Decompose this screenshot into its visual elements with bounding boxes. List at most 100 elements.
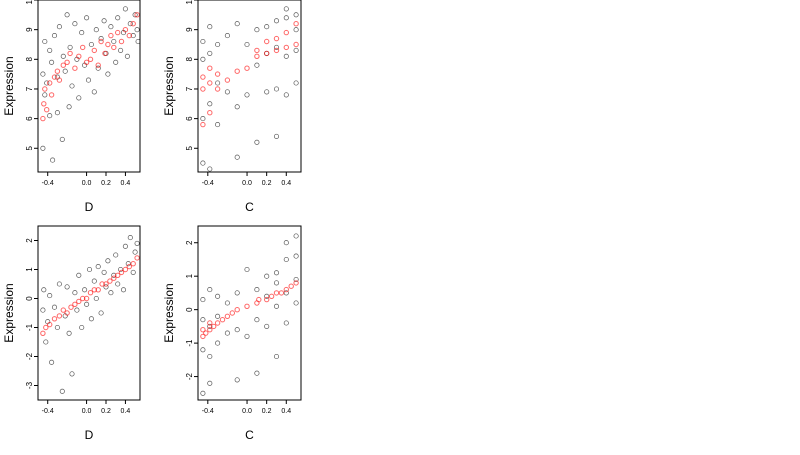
data-point [264, 293, 270, 299]
data-point [47, 113, 53, 119]
data-point [47, 47, 53, 53]
data-point [105, 71, 111, 77]
data-point [83, 59, 90, 65]
y-tick-label: 5 [25, 146, 34, 151]
data-point [214, 86, 221, 92]
data-point [273, 44, 280, 50]
data-point [95, 65, 101, 71]
plot-frame [37, 0, 141, 173]
y-axis-label: Expression [162, 283, 176, 342]
data-point [207, 287, 213, 293]
y-tick-label: 6 [185, 116, 194, 121]
data-point [113, 252, 119, 258]
data-point [200, 116, 206, 122]
data-point [111, 38, 117, 45]
y-tick-label: 10 [185, 0, 194, 4]
data-point [215, 80, 221, 86]
data-point [273, 18, 280, 24]
data-point [101, 269, 107, 275]
data-point [273, 133, 280, 139]
y-tick-label: 2 [25, 238, 34, 243]
data-point [273, 270, 280, 276]
data-point [130, 261, 136, 267]
data-point [200, 317, 206, 323]
data-point [69, 83, 75, 89]
data-point [293, 27, 299, 33]
data-point [56, 77, 63, 83]
data-point [59, 388, 65, 394]
data-point [293, 280, 299, 286]
data-point [264, 24, 270, 30]
data-point [64, 284, 70, 290]
data-point [67, 44, 73, 50]
data-point [244, 41, 250, 48]
data-point [85, 77, 92, 83]
data-point [273, 86, 280, 92]
data-point [200, 327, 206, 333]
data-point [200, 74, 206, 80]
data-point [62, 68, 68, 74]
data-point [47, 321, 53, 328]
data-point [115, 15, 121, 21]
x-tick-label: 0.0 [242, 408, 252, 415]
data-point [91, 47, 98, 54]
data-point [120, 287, 127, 293]
data-point [214, 71, 221, 77]
data-point [215, 293, 221, 299]
x-tick-label: 0.0 [242, 180, 252, 187]
data-point [273, 303, 280, 309]
data-point [127, 235, 133, 241]
data-point [254, 317, 260, 323]
y-tick-label: 6 [25, 116, 34, 121]
data-point [111, 272, 117, 278]
plot-frame [197, 225, 302, 401]
data-point [50, 157, 56, 163]
data-point [82, 287, 88, 293]
data-point [64, 59, 70, 65]
data-point [93, 27, 99, 33]
x-tick-label: 0.4 [281, 180, 291, 187]
data-point [264, 89, 270, 95]
plot-points [200, 233, 299, 396]
data-point [224, 77, 231, 83]
data-point [59, 136, 65, 142]
data-point [283, 44, 289, 51]
data-point [122, 243, 128, 249]
data-point [200, 56, 206, 62]
data-point [207, 327, 213, 333]
data-point [111, 44, 117, 51]
data-point [72, 290, 78, 296]
data-point [43, 324, 49, 331]
data-point [125, 261, 131, 267]
data-point [200, 390, 206, 396]
data-point [79, 30, 85, 36]
data-point [254, 139, 260, 145]
data-point [283, 53, 289, 59]
y-tick-label: 9 [185, 27, 194, 32]
y-axis-label: Expression [162, 56, 176, 115]
y-tick-label: 5 [185, 146, 194, 151]
data-point [224, 313, 231, 319]
panel-1: -0.4 0.0 0.2 0.4 5 6 7 8 9 10 D Expression [2, 0, 141, 214]
plot-frame [197, 0, 302, 173]
data-point [98, 38, 104, 45]
data-point [40, 115, 46, 122]
data-point [86, 266, 93, 273]
data-point [49, 359, 55, 365]
data-point [118, 47, 124, 53]
data-point [76, 272, 82, 278]
data-point [293, 253, 299, 259]
data-point [51, 74, 58, 80]
y-axis-label: Expression [2, 283, 16, 342]
data-point [283, 240, 289, 246]
data-point [134, 27, 140, 33]
x-tick-label: -0.4 [202, 408, 214, 415]
data-point [47, 293, 53, 299]
data-point [283, 29, 289, 36]
data-point [51, 33, 58, 39]
data-point [234, 307, 240, 313]
data-point [115, 29, 121, 36]
data-point [76, 95, 82, 101]
data-point [95, 287, 101, 293]
